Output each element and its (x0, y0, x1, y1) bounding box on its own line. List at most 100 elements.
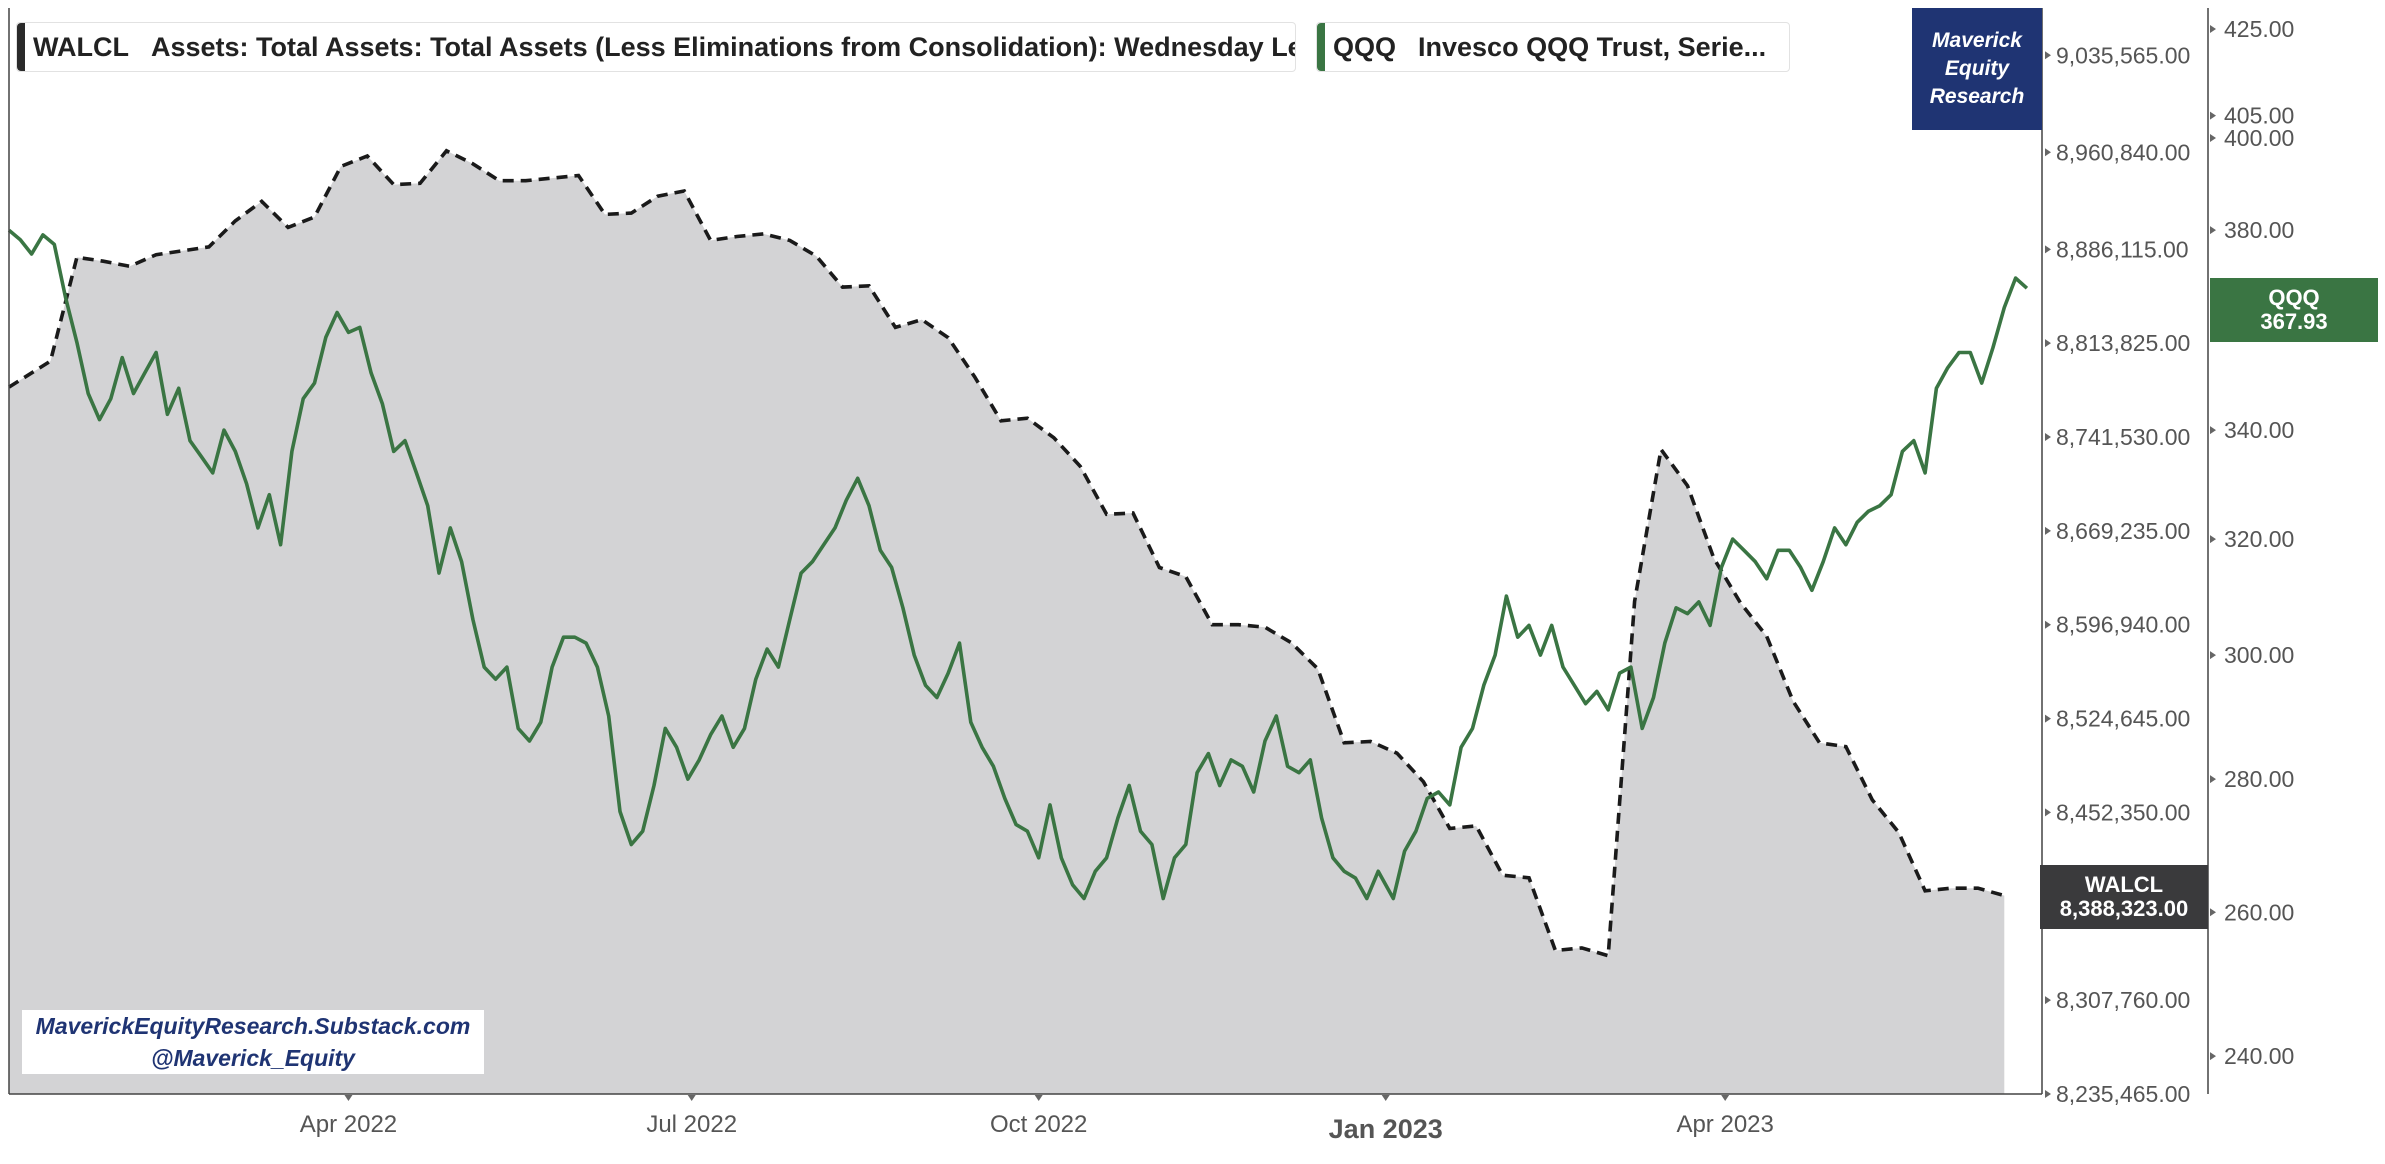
walcl-tick: 8,307,760.00 (2045, 987, 2190, 1013)
walcl-tick: 8,452,350.00 (2045, 799, 2190, 825)
walcl-tick: 8,596,940.00 (2045, 612, 2190, 638)
walcl-tick-mark (2045, 433, 2051, 442)
brand-line-2: Equity (1944, 57, 2010, 80)
walcl-area-fill (9, 150, 2005, 1095)
qqq-tick: 380.00 (2210, 217, 2294, 243)
walcl-tick: 8,669,235.00 (2045, 518, 2190, 544)
qqq-tick: 300.00 (2210, 642, 2294, 668)
qqq-tick: 320.00 (2210, 526, 2294, 552)
walcl-tick-label: 8,235,465.00 (2056, 1081, 2190, 1107)
date-tick: Jul 2022 (646, 1095, 737, 1138)
date-tick: Oct 2022 (990, 1095, 1087, 1138)
date-axis: Apr 2022 Jul 2022 Oct 2022 Jan 2023 Apr 2023 (300, 1095, 1774, 1144)
qqq-tick: 260.00 (2210, 899, 2294, 925)
legend-walcl[interactable]: WALCL Assets: Total Assets: Total Assets… (16, 22, 1296, 72)
date-tick-label: Oct 2022 (990, 1111, 1087, 1138)
qqq-tick-mark (2210, 25, 2216, 34)
walcl-tick-mark (2045, 51, 2051, 60)
walcl-tick-label: 8,452,350.00 (2056, 799, 2190, 825)
legend-qqq[interactable]: QQQ Invesco QQQ Trust, Serie... (1316, 22, 1790, 72)
date-tick-mark (687, 1095, 696, 1101)
qqq-last-value-tag: QQQ 367.93 (2210, 278, 2378, 342)
walcl-tick: 8,813,825.00 (2045, 330, 2190, 356)
qqq-tick: 425.00 (2210, 16, 2294, 42)
legend-walcl-description: Assets: Total Assets: Total Assets (Less… (150, 31, 1296, 62)
walcl-tick: 8,741,530.00 (2045, 424, 2190, 450)
qqq-tick-label: 240.00 (2224, 1043, 2294, 1069)
qqq-tick-mark (2210, 908, 2216, 917)
legend-qqq-description: Invesco QQQ Trust, Serie... (1418, 31, 1767, 62)
legend-walcl-symbol: WALCL (33, 31, 129, 62)
legend-qqq-symbol: QQQ (1333, 31, 1397, 62)
walcl-axis: 9,035,565.00 8,960,840.00 8,886,115.00 8,81… (2045, 42, 2190, 1107)
qqq-tick-label: 260.00 (2224, 899, 2294, 925)
qqq-tick-mark (2210, 651, 2216, 660)
walcl-tick-label: 8,886,115.00 (2056, 236, 2189, 262)
qqq-tick-label: 400.00 (2224, 125, 2294, 151)
walcl-tick-label: 8,596,940.00 (2056, 612, 2190, 638)
walcl-tick-mark (2045, 526, 2051, 535)
qqq-tag-value: 367.93 (2260, 309, 2328, 334)
date-tick-label: Jan 2023 (1329, 1114, 1443, 1144)
date-tick-mark (344, 1095, 353, 1101)
walcl-tick-label: 8,307,760.00 (2056, 987, 2190, 1013)
walcl-tick-label: 8,524,645.00 (2056, 706, 2190, 732)
qqq-tick-label: 425.00 (2224, 16, 2294, 42)
qqq-tick-label: 380.00 (2224, 217, 2294, 243)
walcl-tick: 9,035,565.00 (2045, 42, 2190, 68)
qqq-tick-label: 280.00 (2224, 766, 2294, 792)
walcl-tick: 8,235,465.00 (2045, 1081, 2190, 1107)
date-tick-label: Apr 2023 (1676, 1111, 1773, 1138)
walcl-tick-label: 8,960,840.00 (2056, 139, 2190, 165)
date-tick-mark (1381, 1095, 1390, 1101)
legend-walcl-swatch (17, 23, 25, 71)
date-tick: Apr 2023 (1676, 1095, 1774, 1138)
walcl-tick-mark (2045, 620, 2051, 629)
walcl-tick-mark (2045, 148, 2051, 157)
qqq-tick-mark (2210, 535, 2216, 544)
date-tick-mark (1721, 1095, 1730, 1101)
qqq-tick-mark (2210, 226, 2216, 235)
brand-line-3: Research (1929, 85, 2025, 108)
walcl-tick-label: 8,813,825.00 (2056, 330, 2190, 356)
qqq-tick-label: 340.00 (2224, 417, 2294, 443)
walcl-tick-mark (2045, 714, 2051, 723)
qqq-tick-label: 300.00 (2224, 642, 2294, 668)
qqq-tick-mark (2210, 426, 2216, 435)
date-tick-mark (1034, 1095, 1043, 1101)
date-tick-label: Jul 2022 (646, 1111, 737, 1138)
walcl-tick-mark (2045, 339, 2051, 348)
walcl-tag-symbol: WALCL (2084, 872, 2164, 897)
qqq-tag-symbol: QQQ (2268, 285, 2320, 310)
qqq-tick-mark (2210, 111, 2216, 120)
walcl-last-value-tag: WALCL 8,388,323.00 (2040, 865, 2208, 929)
date-tick: Jan 2023 (1329, 1095, 1443, 1144)
walcl-tick: 8,960,840.00 (2045, 139, 2190, 165)
watermark-handle: @Maverick_Equity (151, 1045, 355, 1071)
date-tick-label: Apr 2022 (300, 1111, 397, 1138)
watermark: MaverickEquityResearch.Substack.com @Mav… (22, 1010, 484, 1074)
walcl-tag-value: 8,388,323.00 (2059, 896, 2189, 921)
walcl-tick-mark (2045, 996, 2051, 1005)
walcl-tick: 8,524,645.00 (2045, 706, 2190, 732)
brand-logo-box: Maverick Equity Research (1912, 8, 2042, 130)
walcl-tick-label: 9,035,565.00 (2056, 42, 2190, 68)
qqq-tick-mark (2210, 133, 2216, 142)
qqq-tick: 280.00 (2210, 766, 2294, 792)
walcl-tick-label: 8,669,235.00 (2056, 518, 2190, 544)
plot-frame (8, 8, 2209, 1095)
qqq-tick-label: 320.00 (2224, 526, 2294, 552)
walcl-tick-label: 8,741,530.00 (2056, 424, 2190, 450)
plot-area (7, 148, 2029, 1095)
qqq-tick: 340.00 (2210, 417, 2294, 443)
watermark-site: MaverickEquityResearch.Substack.com (35, 1013, 471, 1039)
walcl-tick: 8,886,115.00 (2045, 236, 2189, 262)
walcl-tick-mark (2045, 1090, 2051, 1098)
date-tick: Apr 2022 (300, 1095, 397, 1138)
qqq-tick: 405.00 (2210, 103, 2294, 129)
qqq-axis: 425.00405.00400.00380.00360.00340.00320.… (2210, 16, 2294, 1069)
qqq-tick-label: 405.00 (2224, 103, 2294, 129)
qqq-line (7, 228, 2029, 901)
legend-qqq-swatch (1317, 23, 1325, 71)
walcl-tick-mark (2045, 808, 2051, 817)
